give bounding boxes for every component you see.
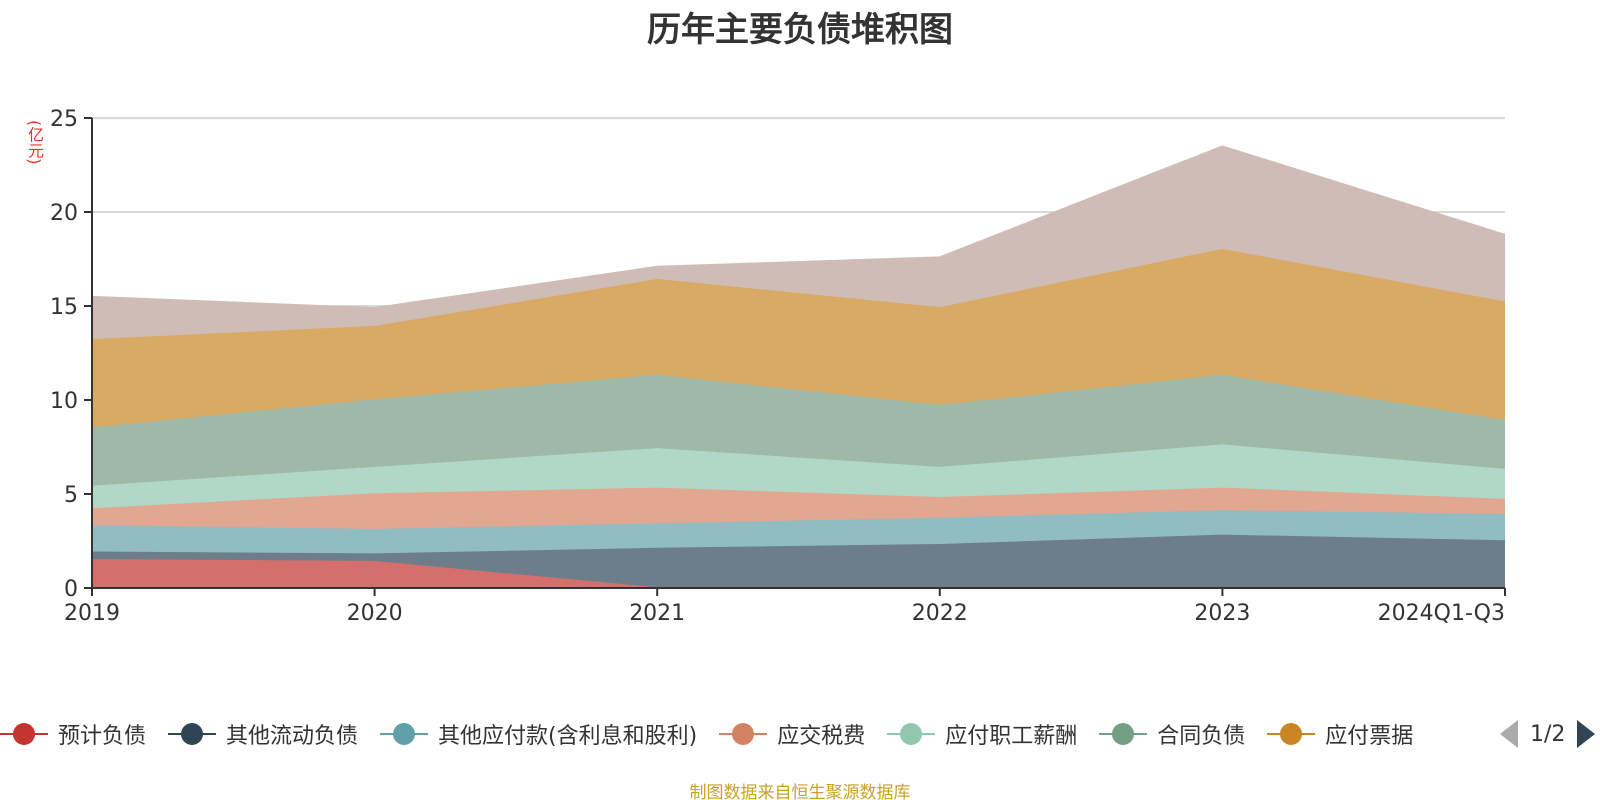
legend-item[interactable]: 应付职工薪酬 bbox=[887, 714, 1077, 754]
data-source-note: 制图数据来自恒生聚源数据库 bbox=[689, 783, 911, 800]
legend-page-indicator: 1/2 bbox=[1530, 721, 1566, 747]
legend-marker-icon bbox=[887, 722, 936, 746]
legend-item[interactable]: 预计负债 bbox=[0, 714, 146, 754]
series-line-1 bbox=[91, 534, 1506, 555]
legend-next-page-icon[interactable] bbox=[1577, 720, 1596, 748]
series-line-3 bbox=[91, 487, 1506, 510]
y-tick-label: 20 bbox=[50, 201, 78, 226]
legend-item[interactable]: 合同负债 bbox=[1099, 714, 1245, 754]
legend-items: 预计负债 其他流动负债 其他应付款(含利息和股利) 应交税费 应付职工薪酬 合同负债 应付票… bbox=[0, 714, 1480, 754]
x-tick-label: 2022 bbox=[912, 601, 968, 626]
area-series-4[interactable] bbox=[92, 445, 1505, 510]
x-tick-label: 2021 bbox=[629, 601, 685, 626]
area-chart: 0 5 10 15 20 25 2019 2020 2021 2022 2023 2024Q1-Q3 bbox=[50, 107, 1506, 626]
legend-marker-icon bbox=[168, 722, 217, 746]
legend-label: 应交税费 bbox=[777, 724, 866, 749]
area-series-3[interactable] bbox=[92, 488, 1505, 530]
legend-label: 预计负债 bbox=[58, 724, 147, 749]
y-tick-label: 5 bbox=[64, 483, 78, 508]
x-tick-label: 2019 bbox=[64, 601, 120, 626]
legend-label: 应付票据 bbox=[1325, 724, 1414, 749]
legend-item[interactable]: 其他应付款(含利息和股利) bbox=[380, 714, 697, 754]
legend-label: 其他应付款(含利息和股利) bbox=[438, 724, 698, 749]
legend-label: 应付职工薪酬 bbox=[945, 724, 1078, 749]
x-tick-label: 2020 bbox=[347, 601, 403, 626]
y-tick-label: 25 bbox=[50, 107, 78, 132]
chart-title: 历年主要负债堆积图 bbox=[647, 10, 953, 50]
x-tick-label: 2024Q1-Q3 bbox=[1378, 601, 1505, 626]
area-series-1[interactable] bbox=[92, 535, 1505, 588]
legend-marker-icon bbox=[380, 722, 429, 746]
legend-pager: 1/2 bbox=[1500, 714, 1596, 754]
legend-item[interactable]: 应付票据 bbox=[1267, 714, 1413, 754]
area-series-7[interactable] bbox=[92, 146, 1505, 340]
area-series-6[interactable] bbox=[92, 249, 1505, 429]
series-line-5 bbox=[91, 374, 1506, 429]
y-tick-label: 0 bbox=[64, 577, 78, 602]
series-line-6 bbox=[91, 248, 1506, 341]
legend-prev-page-icon[interactable] bbox=[1500, 720, 1518, 748]
legend-marker-icon bbox=[719, 722, 768, 746]
series-line-2 bbox=[91, 510, 1506, 531]
legend-item[interactable]: 其他流动负债 bbox=[168, 714, 358, 754]
x-tick-label: 2023 bbox=[1194, 601, 1250, 626]
series-line-7 bbox=[91, 145, 1506, 309]
legend-label: 其他流动负债 bbox=[226, 724, 359, 749]
legend-item[interactable]: 应交税费 bbox=[719, 714, 865, 754]
y-axis-unit-label: (亿元) bbox=[25, 120, 44, 165]
area-series-5[interactable] bbox=[92, 375, 1505, 487]
series-line-4 bbox=[91, 444, 1506, 488]
legend-marker-icon bbox=[1267, 722, 1316, 746]
legend-marker-icon bbox=[0, 722, 48, 746]
y-tick-label: 10 bbox=[50, 389, 78, 414]
area-series-2[interactable] bbox=[92, 510, 1505, 555]
y-tick-label: 15 bbox=[50, 295, 78, 320]
area-series-0[interactable] bbox=[92, 559, 1505, 588]
legend: 预计负债 其他流动负债 其他应付款(含利息和股利) 应交税费 应付职工薪酬 合同负债 应付票… bbox=[0, 714, 1600, 754]
legend-label: 合同负债 bbox=[1157, 724, 1246, 749]
legend-marker-icon bbox=[1099, 722, 1148, 746]
